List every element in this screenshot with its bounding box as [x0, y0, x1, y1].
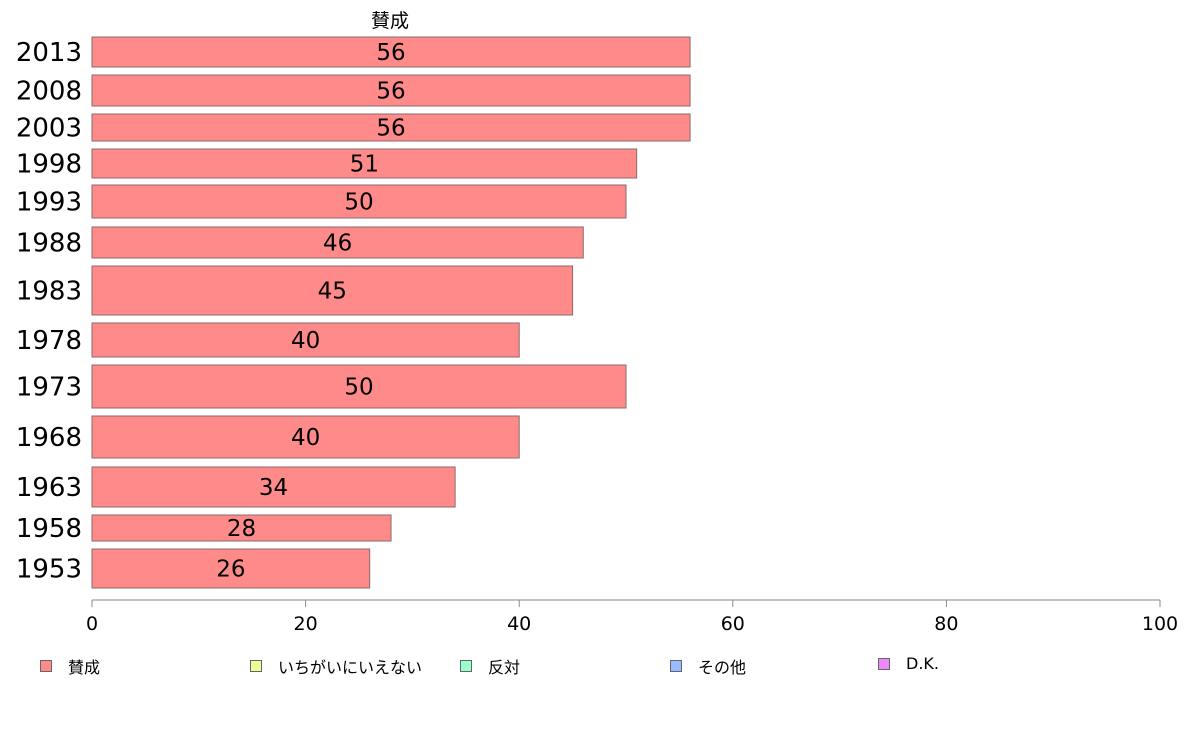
- category-label-2003: 2003: [16, 114, 82, 144]
- category-label-1968: 1968: [16, 423, 82, 453]
- legend-swatch-1: [250, 660, 262, 672]
- legend-item-2: 反対: [460, 654, 520, 678]
- legend-label-3: その他: [698, 658, 747, 677]
- bar-1988: [91, 226, 584, 259]
- legend-swatch-3: [670, 660, 682, 672]
- legend-item-1: いちがいにいえない: [250, 654, 422, 678]
- category-label-1973: 1973: [16, 373, 82, 403]
- legend-item-0: 賛成: [40, 654, 100, 678]
- bar-1983: [91, 265, 574, 316]
- data-label-1973: 50: [344, 375, 373, 401]
- category-label-1958: 1958: [16, 514, 82, 544]
- x-tick-label-80: 80: [934, 613, 958, 635]
- data-label-1983: 45: [318, 279, 347, 305]
- x-tick-label-60: 60: [721, 613, 745, 635]
- category-label-2013: 2013: [16, 38, 82, 68]
- series-title: 賛成: [370, 10, 409, 32]
- legend-swatch-2: [460, 660, 472, 672]
- x-tick-label-100: 100: [1142, 613, 1178, 635]
- category-label-1963: 1963: [16, 473, 82, 503]
- data-label-1968: 40: [291, 425, 320, 451]
- data-label-2008: 56: [376, 79, 405, 105]
- category-label-1978: 1978: [16, 326, 82, 356]
- bar-1958: [91, 514, 392, 542]
- legend-item-4: D.K.: [878, 654, 939, 673]
- legend-label-0: 賛成: [68, 658, 101, 677]
- legend-label-2: 反対: [488, 658, 521, 677]
- x-tick-label-40: 40: [507, 613, 531, 635]
- category-label-1993: 1993: [16, 188, 82, 218]
- category-label-1953: 1953: [16, 555, 82, 585]
- bar-1998: [91, 148, 638, 179]
- x-tick-label-0: 0: [86, 613, 98, 635]
- data-label-2013: 56: [376, 40, 405, 66]
- bar-2008: [91, 74, 691, 107]
- bar-1993: [91, 184, 627, 219]
- category-label-1998: 1998: [16, 150, 82, 180]
- bars-group: 56 2013 56 2008 56 2003 51 1998 50 1993 46 1988 45 19…: [16, 36, 691, 589]
- bar-1953: [91, 548, 371, 589]
- legend-item-3: その他: [670, 654, 746, 678]
- data-label-1978: 40: [291, 328, 320, 354]
- data-label-1998: 51: [350, 152, 379, 178]
- bar-1963: [91, 466, 456, 508]
- data-label-2003: 56: [376, 116, 405, 142]
- data-label-1958: 28: [227, 516, 256, 542]
- bar-1968: [91, 415, 520, 459]
- legend-swatch-4: [878, 657, 890, 670]
- bar-1978: [91, 322, 520, 358]
- data-label-1988: 46: [323, 231, 352, 257]
- bar-2003: [91, 113, 691, 142]
- bar-chart: 56 2013 56 2008 56 2003 51 1998 50 1993 46 1988 45 19…: [16, 36, 1178, 635]
- data-label-1963: 34: [259, 475, 288, 501]
- legend-label-4: D.K.: [906, 654, 939, 673]
- x-axis: 0 20 40 60 80 100: [86, 599, 1178, 635]
- bar-2013: [91, 36, 691, 68]
- category-label-2008: 2008: [16, 77, 82, 107]
- legend-swatch-0: [40, 660, 52, 672]
- x-tick-label-20: 20: [294, 613, 318, 635]
- legend-label-1: いちがいにいえない: [278, 658, 423, 677]
- legend: 賛成 いちがいにいえない 反対 その他 D.K.: [0, 654, 1188, 677]
- category-label-1988: 1988: [16, 229, 82, 259]
- data-label-1993: 50: [344, 190, 373, 216]
- category-label-1983: 1983: [16, 277, 82, 307]
- data-label-1953: 26: [216, 557, 245, 583]
- bar-1973: [91, 364, 627, 409]
